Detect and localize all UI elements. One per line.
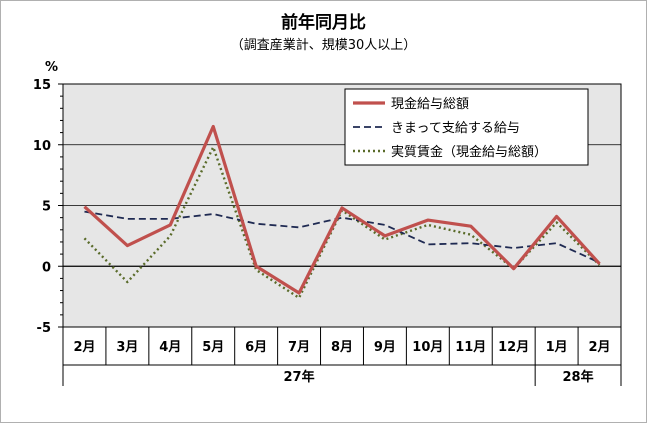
y-tick-label: 5 — [42, 200, 51, 215]
x-tick-label: 11月 — [455, 340, 486, 355]
x-tick-label: 2月 — [589, 340, 611, 355]
x-tick-label: 6月 — [245, 340, 267, 355]
y-tick-label: -5 — [37, 321, 51, 336]
legend-label-3: 実質賃金（現金給与総額） — [391, 144, 547, 160]
x-tick-label: 12月 — [498, 340, 529, 355]
chart-title: 前年同月比 — [281, 13, 366, 33]
chart-subtitle: （調査産業計、規模30人以上） — [230, 38, 417, 53]
y-axis-unit: % — [45, 60, 59, 75]
legend-box — [344, 88, 589, 166]
year-label: 27年 — [284, 369, 315, 385]
y-tick-label: 0 — [42, 260, 51, 275]
x-tick-label: 8月 — [331, 340, 353, 355]
legend-label-2: きまって支給する給与 — [391, 121, 520, 136]
y-tick-label: 15 — [33, 78, 51, 93]
series-line-1 — [83, 124, 601, 295]
x-tick-label: 5月 — [202, 340, 224, 355]
x-tick-label: 4月 — [159, 340, 181, 355]
x-tick-label: 1月 — [546, 340, 568, 355]
x-tick-label: 10月 — [412, 340, 443, 355]
y-tick-label: 10 — [33, 139, 51, 154]
x-tick-label: 3月 — [116, 340, 138, 355]
x-tick-label: 7月 — [288, 340, 310, 355]
legend-label-1: 現金給与総額 — [391, 96, 469, 112]
year-label: 28年 — [563, 369, 594, 385]
x-tick-label: 2月 — [73, 340, 95, 355]
x-tick-label: 9月 — [374, 340, 396, 355]
